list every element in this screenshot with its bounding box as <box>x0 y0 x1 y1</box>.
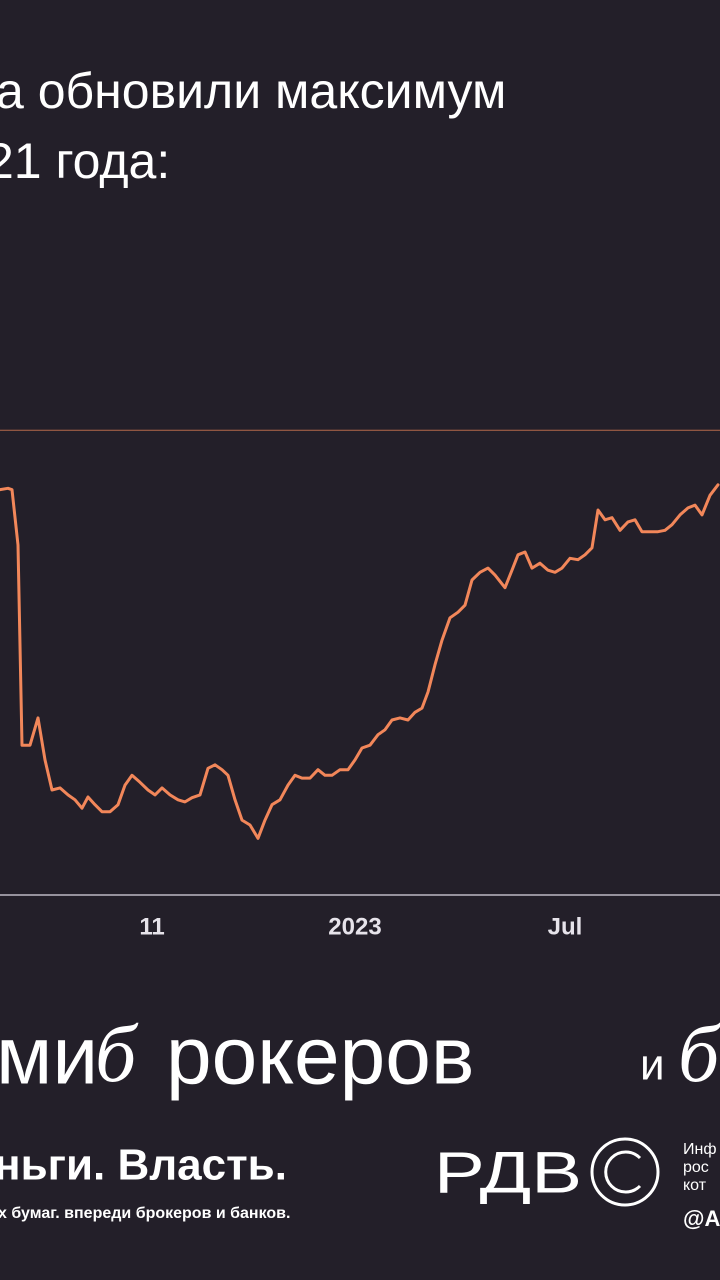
slogan-part: б <box>678 1008 720 1099</box>
logo-c <box>604 1150 642 1194</box>
title-line: 21 года: <box>0 133 170 189</box>
logo-circle <box>590 1137 660 1207</box>
brand: ньги. Власть. <box>0 1141 287 1190</box>
handle: @А <box>683 1206 720 1231</box>
x-tick-label: 2023 <box>328 913 381 940</box>
slogan-part: и <box>640 1041 665 1090</box>
tagline: х бумаг. впереди брокеров и банков. <box>0 1205 290 1222</box>
logo: РДВ <box>434 1140 582 1205</box>
data-line <box>0 483 720 840</box>
slogan-part: б <box>95 1008 139 1099</box>
x-tick-label: 11 <box>139 913 164 940</box>
slogan-part: ми <box>0 1011 98 1102</box>
title-line: а обновили максимум <box>0 63 506 119</box>
x-tick-label: Jul <box>548 913 583 940</box>
side-line: Инф <box>683 1141 717 1158</box>
slogan-part: рокеров <box>166 1011 474 1102</box>
side-line: рос <box>683 1159 709 1176</box>
side-line: кот <box>683 1177 707 1194</box>
